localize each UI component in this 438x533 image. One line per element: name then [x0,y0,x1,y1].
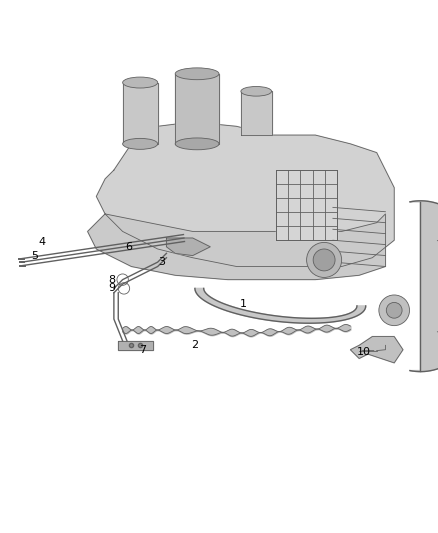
Text: 4: 4 [38,237,45,247]
Polygon shape [241,91,272,135]
Text: 2: 2 [191,341,198,350]
Polygon shape [96,122,394,266]
Text: 6: 6 [126,242,133,252]
Text: 3: 3 [159,257,166,267]
Text: 10: 10 [357,347,371,357]
Polygon shape [350,336,403,363]
Circle shape [386,302,402,318]
Polygon shape [166,238,210,255]
Polygon shape [123,83,158,144]
Polygon shape [175,74,219,144]
Polygon shape [118,341,153,350]
Ellipse shape [123,139,158,149]
Text: 1: 1 [240,298,247,309]
Text: 8: 8 [108,274,115,285]
Ellipse shape [175,138,219,150]
Polygon shape [88,214,385,280]
Text: 7: 7 [139,345,146,355]
Polygon shape [195,288,366,323]
Polygon shape [276,170,337,240]
Text: 9: 9 [108,284,115,293]
Circle shape [307,243,342,278]
Circle shape [313,249,335,271]
Ellipse shape [123,77,158,88]
Circle shape [379,295,410,326]
Text: 5: 5 [32,251,39,261]
Ellipse shape [175,68,219,80]
Polygon shape [410,201,438,372]
Ellipse shape [241,86,272,96]
